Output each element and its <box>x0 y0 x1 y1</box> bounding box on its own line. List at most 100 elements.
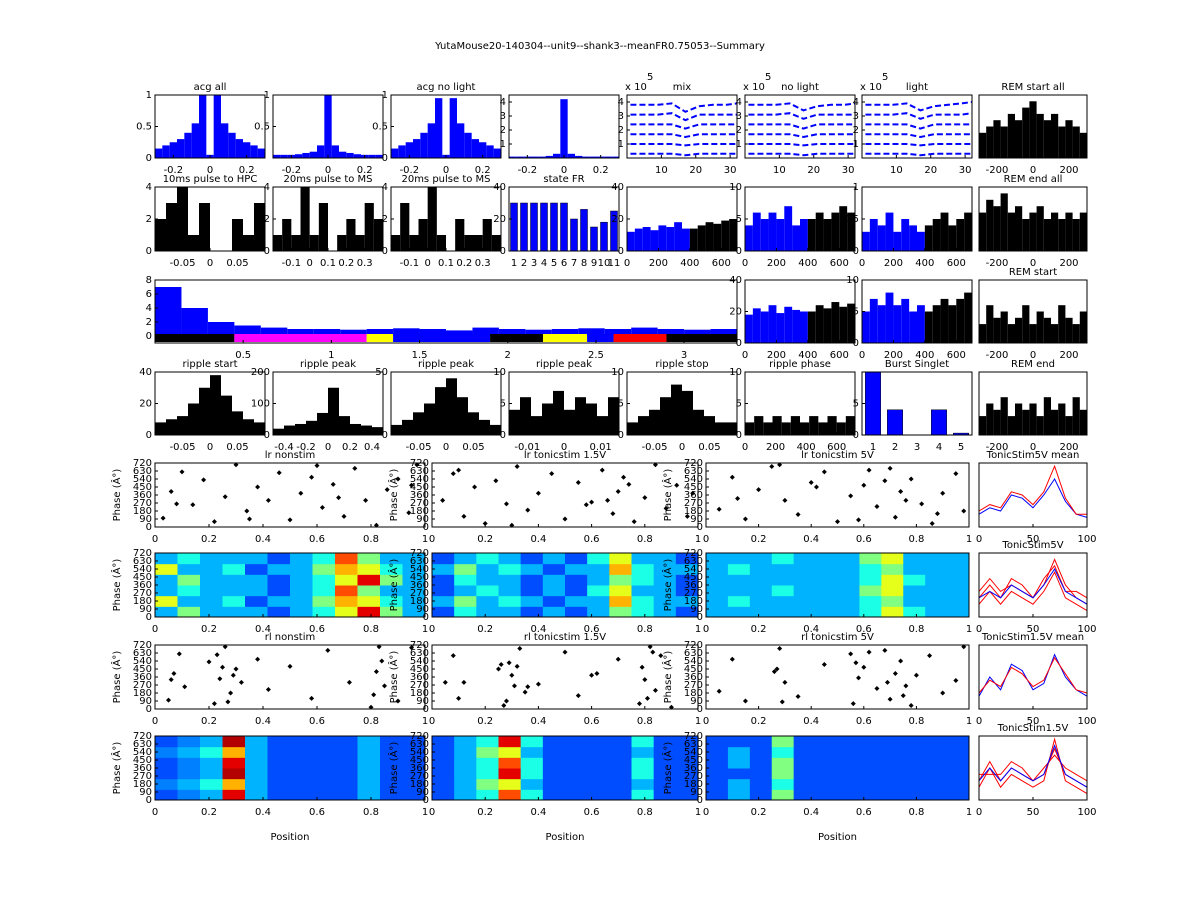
bar <box>166 203 177 251</box>
heat-cell <box>245 595 268 607</box>
bar <box>818 422 828 435</box>
heat-cell <box>290 595 313 607</box>
point <box>352 465 358 471</box>
heat-cell <box>837 778 860 790</box>
x-tick-label: 0 <box>1030 258 1036 269</box>
heat-cell <box>498 574 522 586</box>
y-tick-label: 1 <box>264 90 270 101</box>
point <box>861 664 867 670</box>
x-tick-label: 0.6 <box>856 624 872 635</box>
heat-cell <box>631 574 655 586</box>
point <box>506 660 512 666</box>
y-tick-label: 40 <box>139 367 152 378</box>
heat-cell <box>380 595 403 607</box>
heat-cell <box>476 563 499 575</box>
heat-cell <box>267 736 291 748</box>
heat-cell <box>357 768 381 780</box>
heat-cell <box>881 789 904 801</box>
bar <box>468 412 479 435</box>
bar <box>1036 113 1044 158</box>
bar <box>368 154 376 158</box>
point <box>373 522 379 528</box>
x-tick-label: 0.4 <box>803 807 819 818</box>
heat-cell <box>177 563 201 575</box>
y-tick-label: 5 <box>853 399 859 410</box>
heat-cell <box>706 595 729 607</box>
point <box>450 653 456 659</box>
heat-cell <box>520 606 544 618</box>
heat-cell <box>565 746 588 758</box>
heat-cell <box>653 736 677 748</box>
heat-cell <box>815 746 838 758</box>
bar <box>1015 403 1023 435</box>
x-tick-label: 0 <box>443 442 449 453</box>
point <box>525 684 531 690</box>
x-tick-label: 0 <box>976 807 982 818</box>
point <box>265 497 271 503</box>
point <box>395 476 401 482</box>
y-tick-label: 180 <box>684 506 703 517</box>
bar <box>199 203 210 251</box>
bar <box>877 305 886 343</box>
y-axis-label: Phase (Â°) <box>387 742 400 795</box>
point <box>206 659 212 665</box>
bar <box>1029 403 1037 435</box>
y-tick-label: 630 <box>684 556 703 567</box>
heat-cell <box>312 574 336 586</box>
heat-cell <box>200 789 223 801</box>
point <box>247 516 252 522</box>
x-tick-label: 0 <box>207 165 213 176</box>
bar <box>166 419 177 435</box>
bar <box>472 327 499 336</box>
point <box>874 504 880 510</box>
x-tick-label: 7 <box>571 258 577 269</box>
x-tick-label: 0.4 <box>255 716 271 727</box>
heat-cell <box>587 585 610 597</box>
line <box>748 112 855 120</box>
heat-cell <box>267 553 291 565</box>
heat-cell <box>357 595 381 607</box>
x-tick-label: 400 <box>798 258 817 269</box>
y-tick-label: 4 <box>146 182 152 193</box>
x-tick-label: 0.1 <box>438 258 454 269</box>
y-tick-label: 630 <box>410 648 429 659</box>
bar <box>317 412 328 435</box>
x-tick-label: 0.4 <box>803 716 819 727</box>
x-tick-label: 600 <box>712 258 731 269</box>
bar <box>551 329 579 336</box>
bar <box>1043 317 1051 343</box>
heat-cell <box>432 746 455 758</box>
bar <box>807 311 816 343</box>
heat-cell <box>498 736 522 748</box>
x-tick-label: 0 <box>152 624 158 635</box>
x-tick-label: -0.2 <box>518 165 538 176</box>
bar <box>823 219 832 251</box>
heat-cell <box>749 746 773 758</box>
point <box>589 499 595 505</box>
x-tick-label: -200 <box>986 442 1009 453</box>
y-tick-label: 360 <box>410 490 429 501</box>
point <box>887 465 893 471</box>
x-tick-label: 0 <box>859 350 865 361</box>
heat-cell <box>771 768 795 780</box>
heat-cell <box>859 778 882 790</box>
x-tick-label: 0 <box>1030 165 1036 176</box>
heat-cell <box>380 757 403 769</box>
heat-cell <box>727 606 751 618</box>
line <box>865 101 973 112</box>
y-tick-label: 720 <box>684 731 703 742</box>
heat-cell <box>245 757 268 769</box>
y-tick-label: 20 <box>139 399 152 410</box>
heat-cell <box>155 789 178 801</box>
x-tick-label: 1.5 <box>412 350 428 361</box>
state-segment <box>490 334 543 342</box>
heat-cell <box>609 789 632 801</box>
heat-cell <box>476 789 499 801</box>
heat-cell <box>520 595 544 607</box>
x-tick-label: 0.2 <box>751 716 767 727</box>
heat-cell <box>749 574 773 586</box>
x-tick-label: -0.2 <box>400 165 420 176</box>
heat-cell <box>609 606 632 618</box>
bar <box>313 329 341 336</box>
heat-cell <box>653 563 677 575</box>
